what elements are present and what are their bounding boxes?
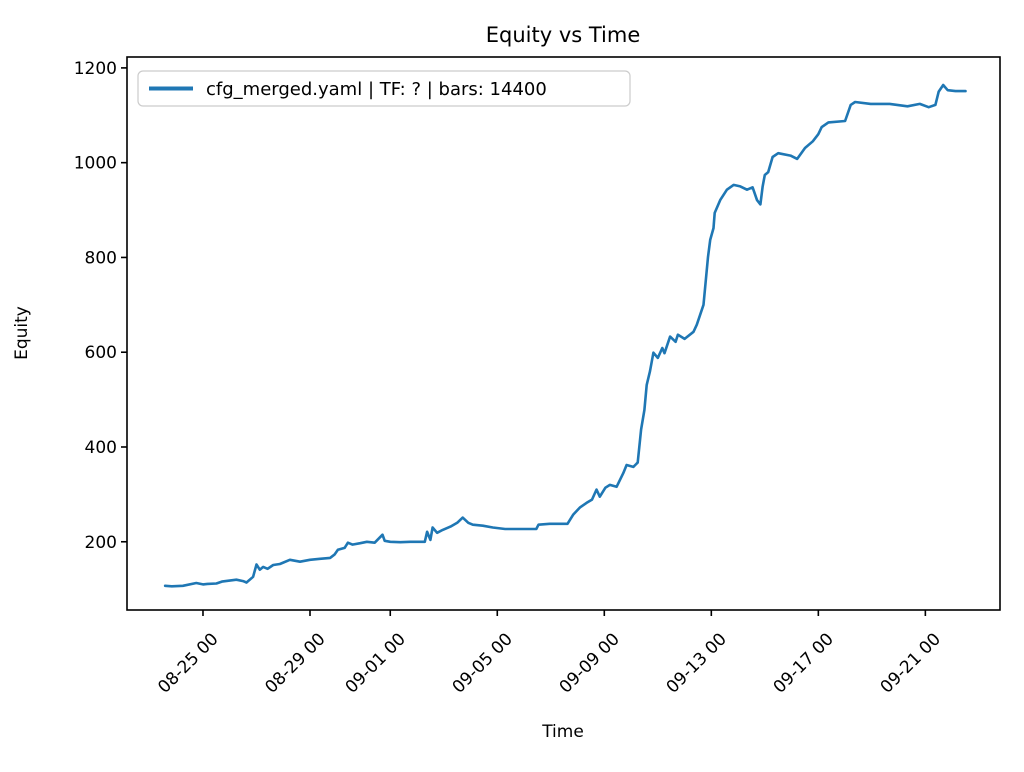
y-tick-label: 800 <box>85 248 117 268</box>
equity-line <box>163 83 967 588</box>
chart-title: Equity vs Time <box>486 23 641 47</box>
legend-box <box>137 70 631 107</box>
y-tick-label: 600 <box>85 343 117 363</box>
axes-spines <box>126 56 1001 611</box>
y-tick-label: 1200 <box>74 59 117 79</box>
legend: cfg_merged.yaml | TF: ? | bars: 14400 <box>137 70 631 107</box>
y-tick-label: 400 <box>85 438 117 458</box>
legend-label: cfg_merged.yaml | TF: ? | bars: 14400 <box>206 79 547 100</box>
y-tick-label: 200 <box>85 533 117 553</box>
y-axis-label: Equity <box>12 306 32 360</box>
x-axis-label: Time <box>541 722 584 742</box>
y-tick-label: 1000 <box>74 154 117 174</box>
plot-area <box>127 57 1000 610</box>
